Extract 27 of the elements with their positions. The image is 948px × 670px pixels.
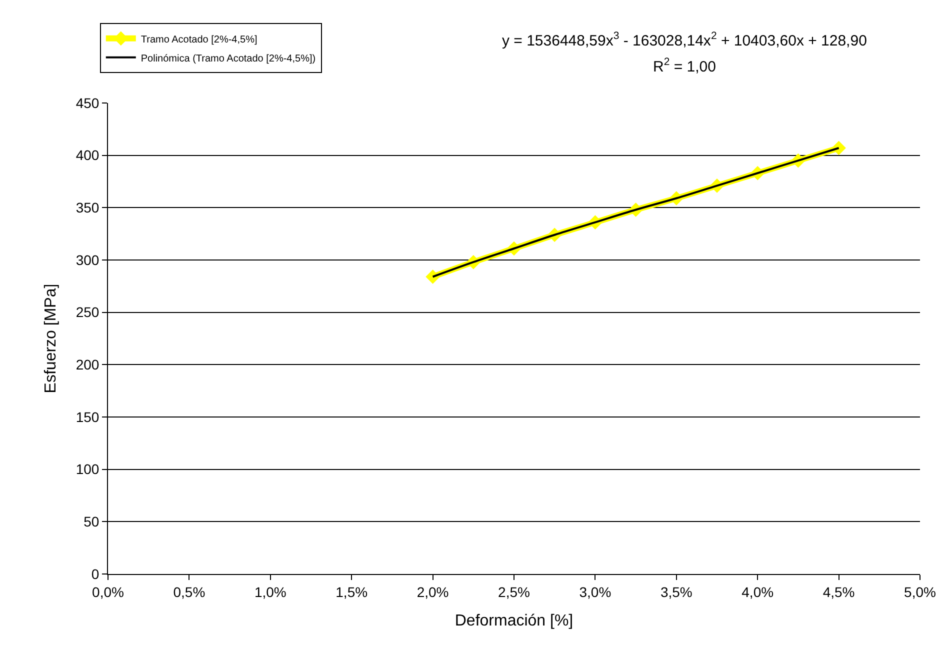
x-tick-label: 2,5% bbox=[498, 584, 530, 600]
legend-label: Tramo Acotado [2%-4,5%] bbox=[140, 34, 258, 46]
y-axis-title: Esfuerzo [MPa] bbox=[42, 284, 60, 394]
x-axis-title: Deformación [%] bbox=[454, 612, 574, 630]
x-tick-label: 0,0% bbox=[92, 584, 124, 600]
y-tick-label: 450 bbox=[76, 94, 100, 111]
x-tick-label: 0,5% bbox=[173, 584, 206, 600]
y-tick-label: 100 bbox=[76, 461, 100, 478]
y-tick-label: 200 bbox=[76, 356, 100, 373]
x-tick-label: 4,0% bbox=[742, 584, 774, 600]
y-tick-label: 300 bbox=[76, 252, 100, 268]
legend-label: Polinómica (Tramo Acotado [2%-4,5%]) bbox=[140, 53, 316, 64]
x-tick-label: 3,5% bbox=[660, 584, 692, 600]
x-tick-label: 1,5% bbox=[336, 584, 368, 600]
x-tick-label: 3,0% bbox=[579, 584, 612, 600]
text: R$^{2}$ = 1,00 bbox=[653, 56, 716, 76]
y-tick-label: 150 bbox=[76, 408, 100, 425]
y-tick-label: 250 bbox=[76, 304, 100, 320]
text: y = 1536448,59x$^{3}$ - 163028,14x$^{2}$ + 10403,60x + 128,90 bbox=[502, 30, 867, 50]
x-tick-label: 1,0% bbox=[254, 584, 286, 600]
x-tick-label: 2,0% bbox=[416, 584, 449, 600]
y-tick-label: 0 bbox=[91, 566, 100, 582]
x-tick-label: 4,5% bbox=[822, 584, 855, 600]
x-tick-label: 5,0% bbox=[904, 584, 936, 600]
y-tick-label: 350 bbox=[76, 200, 100, 216]
y-tick-label: 50 bbox=[84, 514, 100, 530]
y-tick-label: 400 bbox=[76, 147, 100, 164]
